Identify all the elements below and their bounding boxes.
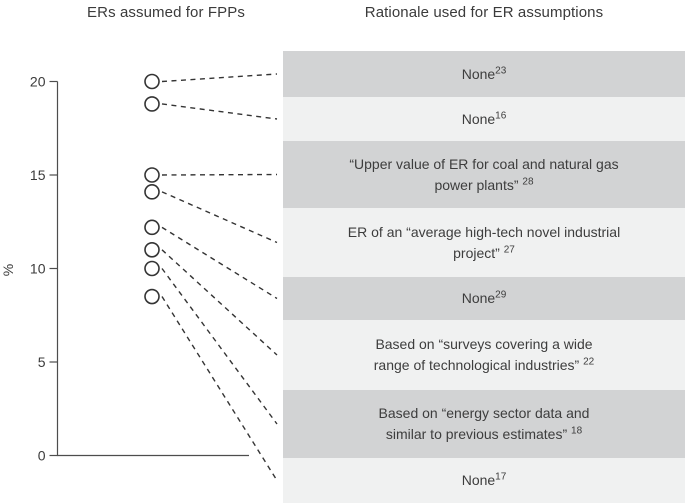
- reference-superscript: 23: [495, 64, 507, 76]
- rationale-text: None16: [461, 109, 507, 127]
- data-point-circle-8: [144, 288, 160, 305]
- connector-line-6: [161, 249, 278, 356]
- rationale-text: None23: [461, 64, 507, 82]
- rationale-row-7: Based on “energy sector data and similar…: [283, 390, 685, 458]
- rationale-row-2: None16: [283, 97, 685, 141]
- right-panel-title: Rationale used for ER assumptions: [364, 4, 604, 21]
- y-tick-label: 0: [38, 448, 46, 464]
- connector-line-3: [161, 173, 278, 176]
- rationale-text: ER of an “average high-tech novel indust…: [347, 223, 621, 261]
- y-tick-label: 15: [30, 167, 46, 183]
- data-point-circle-2: [144, 96, 160, 112]
- rationale-row-3: “Upper value of ER for coal and natural …: [283, 141, 685, 208]
- y-tick-label: 5: [38, 354, 46, 370]
- left-panel-title: ERs assumed for FPPs: [87, 4, 245, 21]
- data-point-circle-7: [144, 260, 160, 277]
- rationale-list: None23 None16 “Upper value of ER for coa…: [283, 51, 685, 503]
- connector-line-1: [161, 73, 278, 83]
- y-tick-label: 20: [30, 74, 46, 90]
- data-point-circle-4: [144, 184, 160, 200]
- rationale-row-6: Based on “surveys covering a wide range …: [283, 320, 685, 390]
- reference-superscript: 27: [503, 243, 515, 255]
- rationale-text: “Upper value of ER for coal and natural …: [349, 155, 619, 193]
- data-point-circle-3: [144, 167, 160, 183]
- rationale-text: Based on “energy sector data and similar…: [378, 405, 590, 442]
- y-tick-label: 10: [30, 261, 46, 277]
- rationale-text: None29: [461, 289, 507, 306]
- rationale-row-5: None29: [283, 277, 685, 320]
- rationale-row-1: None23: [283, 51, 685, 97]
- data-point-circle-1: [144, 73, 160, 90]
- rationale-row-8: None17: [283, 458, 685, 503]
- reference-superscript: 28: [522, 175, 534, 187]
- connector-line-7: [161, 268, 278, 425]
- connector-line-4: [161, 191, 278, 244]
- y-axis-label: %: [0, 264, 16, 276]
- rationale-row-4: ER of an “average high-tech novel indust…: [283, 208, 685, 277]
- reference-superscript: 16: [495, 109, 507, 121]
- reference-superscript: 22: [583, 356, 595, 368]
- data-point-circle-6: [144, 242, 160, 258]
- rationale-text: None17: [461, 471, 507, 488]
- data-point-circle-5: [144, 219, 160, 236]
- reference-superscript: 18: [571, 425, 583, 437]
- reference-superscript: 17: [495, 471, 507, 483]
- connector-line-2: [161, 103, 278, 120]
- connector-line-5: [161, 226, 278, 300]
- connector-line-8: [161, 296, 278, 481]
- reference-superscript: 29: [495, 289, 507, 301]
- rationale-text: Based on “surveys covering a wide range …: [373, 336, 595, 373]
